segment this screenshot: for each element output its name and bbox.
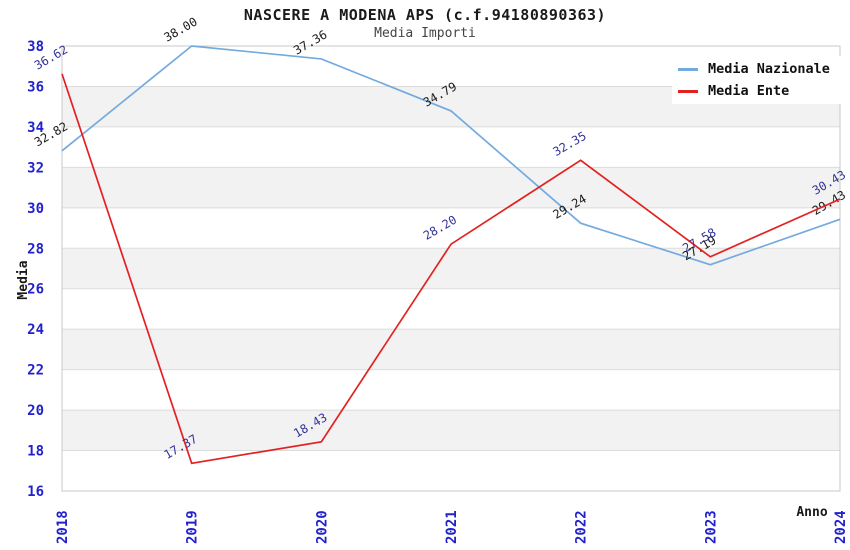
svg-text:20: 20 [27,403,44,419]
grid-bands [62,86,840,451]
series-line-media-ente [61,73,841,465]
svg-text:30: 30 [27,201,44,217]
y-axis-ticks: 16 18 20 22 24 26 28 30 32 34 36 38 [27,39,44,500]
svg-text:2018: 2018 [55,510,71,544]
media-nazionale-swatch [678,67,698,71]
svg-text:2024: 2024 [833,510,849,544]
x-axis-title: Anno [796,505,827,520]
svg-text:32: 32 [27,160,44,176]
svg-text:16: 16 [27,484,44,500]
svg-text:2022: 2022 [574,510,590,544]
media-ente-swatch [678,89,698,93]
legend-label: Media Ente [708,83,790,99]
chart-title: NASCERE A MODENA APS (c.f.94180890363) [243,6,607,24]
svg-text:26: 26 [27,282,44,298]
svg-text:32.35: 32.35 [551,129,589,159]
chart-subtitle: Media Importi [374,26,476,41]
gridlines [61,45,841,492]
svg-text:22: 22 [27,363,44,379]
svg-text:18: 18 [27,444,44,460]
svg-text:2019: 2019 [185,510,201,544]
svg-text:38: 38 [27,39,44,55]
svg-text:2021: 2021 [444,510,460,544]
svg-text:2020: 2020 [314,510,330,544]
svg-text:2023: 2023 [703,510,719,544]
svg-text:24: 24 [27,322,44,338]
svg-text:34: 34 [27,120,44,136]
svg-text:36: 36 [27,79,44,95]
svg-text:38.00: 38.00 [162,14,200,44]
x-axis-ticks: 2018 2019 2020 2021 2022 2023 2024 [55,510,849,544]
legend-label: Media Nazionale [708,61,830,77]
legend-item-media-ente: Media Ente [678,83,842,99]
legend-item-media-nazionale: Media Nazionale [678,61,842,77]
svg-text:28.20: 28.20 [421,213,459,243]
chart-legend: Media Nazionale Media Ente [672,56,842,104]
series-line-media-nazionale [61,45,841,266]
y-axis-title: Media [16,260,31,299]
svg-text:37.36: 37.36 [291,27,329,57]
svg-text:28: 28 [27,241,44,257]
